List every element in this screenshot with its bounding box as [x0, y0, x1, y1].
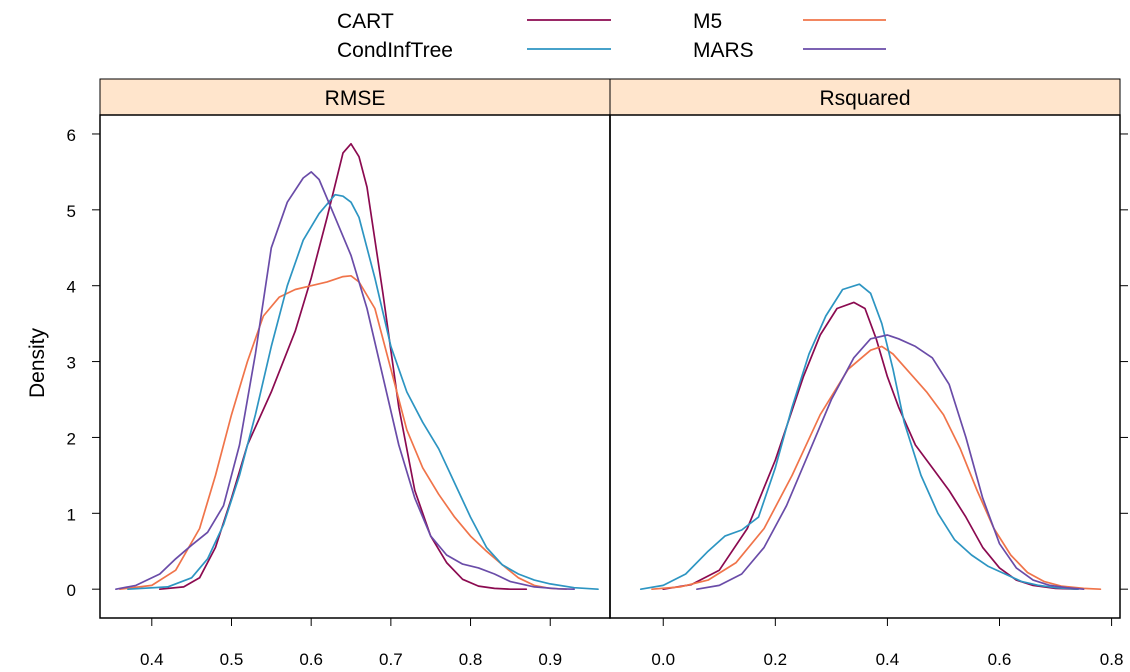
density-curve-cart-rmse — [158, 142, 528, 591]
panel-frame-rsquared — [609, 114, 1121, 619]
legend: CART M5 CondInfTree MARS — [337, 10, 886, 62]
density-curve-cart-rsquared — [662, 301, 1079, 591]
density-curve-mars-rsquared — [696, 334, 1085, 591]
legend-label-mars: MARS — [693, 39, 754, 62]
panels: RMSE 0.4 0.5 0.6 0.7 0.8 0.9 Rsquared 0.0 0.2 0.4 0… — [67, 78, 1128, 669]
strip-rsquared — [609, 78, 1121, 116]
x-tick-label: 0.7 — [379, 650, 403, 669]
panel-rmse: RMSE 0.4 0.5 0.6 0.7 0.8 0.9 — [99, 78, 611, 669]
legend-label-condinftree: CondInfTree — [337, 39, 453, 62]
y-tick-label: 5 — [67, 202, 76, 221]
y-axis: 0 1 2 3 4 5 6 — [67, 126, 1128, 600]
y-axis-label: Density — [26, 327, 49, 398]
density-curve-condinftree-rsquared — [639, 283, 1079, 591]
strip-label-rsquared: Rsquared — [819, 87, 910, 110]
y-tick-label: 3 — [67, 354, 76, 373]
x-tick-label: 0.4 — [876, 650, 900, 669]
x-tick-label: 0.0 — [651, 650, 675, 669]
x-tick-label: 0.4 — [140, 650, 164, 669]
x-tick-label: 0.6 — [299, 650, 323, 669]
panel-frame-rmse — [99, 114, 611, 619]
strip-rmse — [99, 78, 611, 116]
y-tick-label: 2 — [67, 429, 76, 448]
x-tick-label: 0.8 — [459, 650, 483, 669]
density-curve-m5-rmse — [119, 274, 568, 591]
x-tick-label: 0.2 — [764, 650, 788, 669]
y-tick-label: 6 — [67, 126, 76, 145]
legend-label-cart: CART — [337, 10, 394, 33]
y-tick-label: 1 — [67, 505, 76, 524]
y-tick-label: 0 — [67, 581, 76, 600]
legend-label-m5: M5 — [693, 10, 722, 33]
x-tick-label: 0.9 — [538, 650, 562, 669]
y-tick-label: 4 — [67, 278, 76, 297]
density-curve-mars-rmse — [115, 171, 575, 591]
density-curve-m5-rsquared — [651, 345, 1102, 591]
x-tick-label: 0.5 — [220, 650, 244, 669]
panel-rsquared: Rsquared 0.0 0.2 0.4 0.6 0.8 — [609, 78, 1124, 669]
density-curve-condinftree-rmse — [127, 193, 599, 591]
x-tick-label: 0.6 — [988, 650, 1012, 669]
x-tick-label: 0.8 — [1100, 650, 1124, 669]
strip-label-rmse: RMSE — [325, 87, 386, 110]
